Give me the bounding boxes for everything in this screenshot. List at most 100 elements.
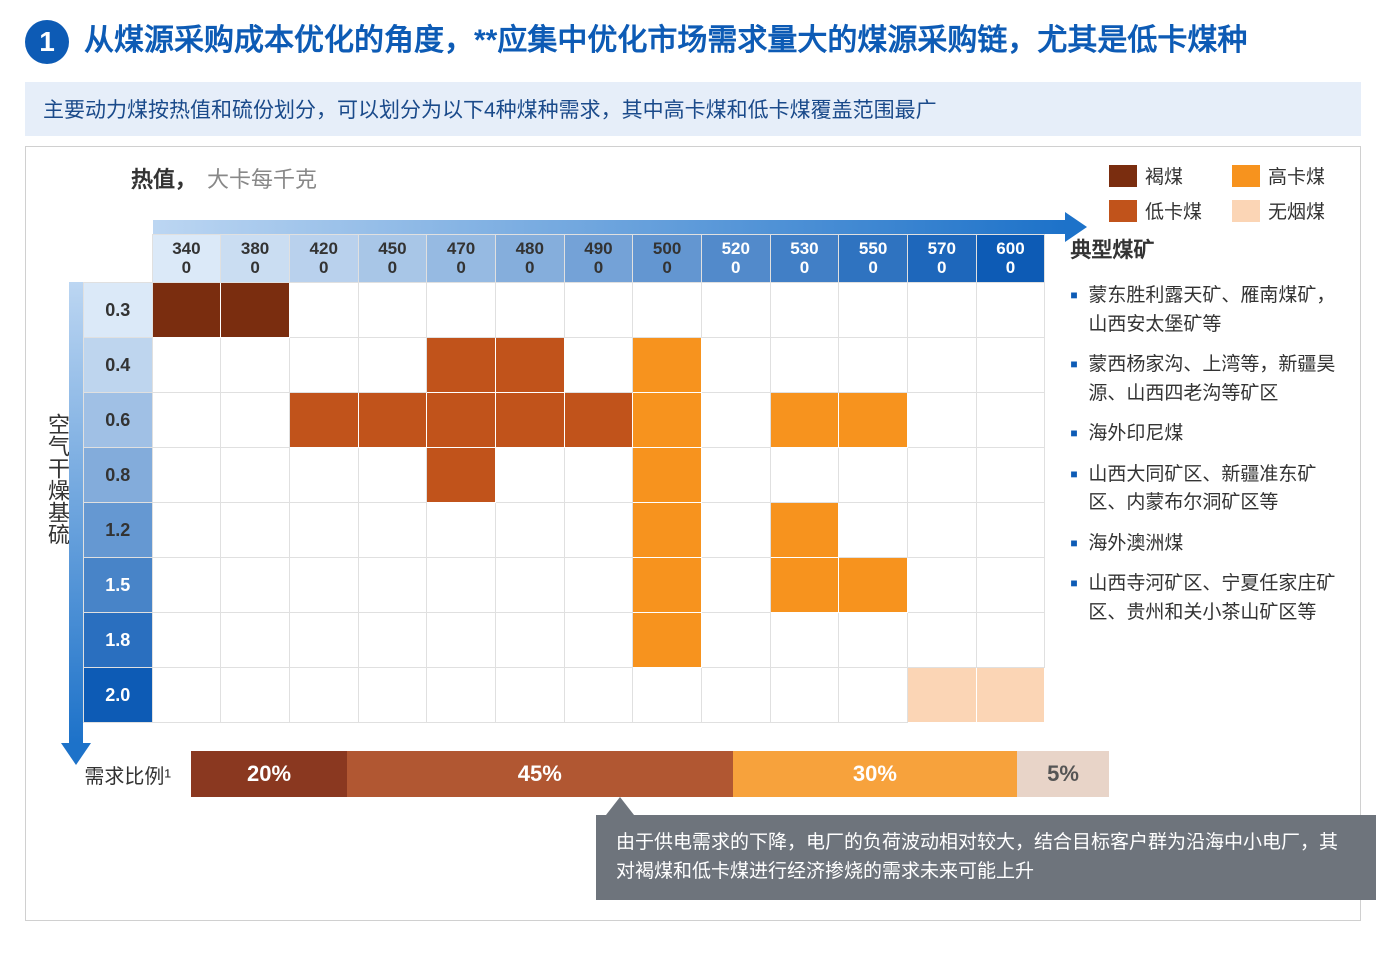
heatmap-cell: [495, 668, 564, 723]
heatmap-cell: [701, 668, 770, 723]
heatmap-cell: [289, 668, 358, 723]
heatmap-cell: [839, 283, 908, 338]
heatmap-cell: [427, 448, 496, 503]
heatmap-cell: [633, 668, 702, 723]
heatmap-cell: [152, 448, 221, 503]
heatmap-cell: [427, 503, 496, 558]
row-header: 2.0: [84, 668, 153, 723]
heatmap-cell: [221, 558, 290, 613]
heatmap-cell: [770, 613, 839, 668]
heatmap-cell: [770, 393, 839, 448]
demand-segment: 30%: [733, 751, 1018, 797]
heatmap-cell: [289, 393, 358, 448]
mine-item: 海外印尼煤: [1070, 420, 1345, 449]
mine-item: 山西寺河矿区、宁夏任家庄矿区、贵州和关小茶山矿区等: [1070, 570, 1345, 627]
callout: 由于供电需求的下降，电厂的负荷波动相对较大，结合目标客户群为沿海中小电厂，其对褐…: [596, 815, 1376, 900]
col-header: 4800: [495, 235, 564, 283]
x-axis-unit: 大卡每千克: [207, 162, 317, 194]
title-row: 1 从煤源采购成本优化的角度，**应集中优化市场需求量大的煤源采购链，尤其是低卡…: [25, 20, 1361, 64]
col-header: 5300: [770, 235, 839, 283]
heatmap-cell: [358, 613, 427, 668]
heatmap-cell: [633, 283, 702, 338]
row-header: 0.3: [84, 283, 153, 338]
heatmap-cell: [152, 393, 221, 448]
heatmap-cell: [221, 338, 290, 393]
heatmap-cell: [427, 338, 496, 393]
col-header: 4700: [427, 235, 496, 283]
heatmap-cell: [907, 668, 976, 723]
heatmap-cell: [907, 448, 976, 503]
heatmap-cell: [907, 613, 976, 668]
typical-mines-title: 典型煤矿: [1070, 234, 1345, 264]
heatmap-cell: [289, 448, 358, 503]
heatmap-cell: [358, 338, 427, 393]
heatmap-cell: [221, 503, 290, 558]
heatmap-cell: [770, 668, 839, 723]
heatmap-cell: [564, 558, 633, 613]
heatmap-cell: [427, 283, 496, 338]
heatmap-cell: [358, 283, 427, 338]
heatmap-cell: [633, 393, 702, 448]
heatmap-cell: [770, 338, 839, 393]
heatmap-cell: [839, 393, 908, 448]
heatmap-cell: [633, 503, 702, 558]
legend-item: 高卡煤: [1232, 162, 1325, 189]
heatmap-cell: [976, 448, 1045, 503]
typical-mines: 典型煤矿 蒙东胜利露天矿、雁南煤矿，山西安太堡矿等蒙西杨家沟、上湾等，新疆昊源、…: [1070, 234, 1345, 723]
heatmap-cell: [839, 448, 908, 503]
heatmap-cell: [976, 283, 1045, 338]
mine-item: 蒙东胜利露天矿、雁南煤矿，山西安太堡矿等: [1070, 282, 1345, 339]
legend-item: 无烟煤: [1232, 197, 1325, 224]
heatmap-cell: [564, 668, 633, 723]
heatmap-cell: [495, 283, 564, 338]
heatmap-cell: [495, 503, 564, 558]
mine-item: 海外澳洲煤: [1070, 530, 1345, 559]
heatmap-cell: [976, 613, 1045, 668]
heatmap-cell: [427, 393, 496, 448]
demand-segment: 5%: [1017, 751, 1109, 797]
col-header: 5700: [907, 235, 976, 283]
heatmap-cell: [633, 448, 702, 503]
heatmap-cell: [839, 668, 908, 723]
heatmap-cell: [701, 283, 770, 338]
legend-label: 高卡煤: [1268, 162, 1325, 189]
col-header: 4900: [564, 235, 633, 283]
heatmap-cell: [701, 448, 770, 503]
heatmap-cell: [976, 503, 1045, 558]
heatmap-cell: [701, 503, 770, 558]
mine-item: 山西大同矿区、新疆准东矿区、内蒙布尔洞矿区等: [1070, 461, 1345, 518]
legend-label: 褐煤: [1145, 162, 1183, 189]
heatmap-cell: [839, 338, 908, 393]
legend-item: 低卡煤: [1109, 197, 1202, 224]
legend-label: 低卡煤: [1145, 197, 1202, 224]
heatmap-cell: [358, 668, 427, 723]
legend-swatch: [1109, 200, 1137, 222]
heatmap-cell: [839, 558, 908, 613]
x-axis-arrow: [153, 220, 1065, 234]
heatmap-cell: [289, 558, 358, 613]
heatmap-cell: [289, 503, 358, 558]
heatmap-cell: [495, 338, 564, 393]
legend-swatch: [1232, 200, 1260, 222]
heatmap-cell: [976, 393, 1045, 448]
heatmap-cell: [221, 613, 290, 668]
subtitle: 主要动力煤按热值和硫份划分，可以划分为以下4种煤种需求，其中高卡煤和低卡煤覆盖范…: [25, 82, 1361, 136]
heatmap-cell: [770, 503, 839, 558]
heatmap-wrap: 3400380042004500470048004900500052005300…: [83, 234, 1045, 723]
heatmap-cell: [152, 613, 221, 668]
heatmap-cell: [907, 503, 976, 558]
row-header: 0.6: [84, 393, 153, 448]
heatmap-cell: [564, 448, 633, 503]
heatmap-cell: [907, 338, 976, 393]
row-header: 1.2: [84, 503, 153, 558]
heatmap-cell: [152, 503, 221, 558]
heatmap-cell: [495, 448, 564, 503]
heatmap-cell: [564, 393, 633, 448]
mine-item: 蒙西杨家沟、上湾等，新疆昊源、山西四老沟等矿区: [1070, 351, 1345, 408]
heatmap-cell: [358, 448, 427, 503]
heatmap-cell: [221, 283, 290, 338]
section-number: 1: [25, 20, 69, 64]
heatmap-cell: [358, 558, 427, 613]
chart-area: 热值， 大卡每千克 褐煤高卡煤低卡煤无烟煤 空气干燥基硫 34003800420…: [25, 146, 1361, 921]
col-header: 5200: [701, 235, 770, 283]
